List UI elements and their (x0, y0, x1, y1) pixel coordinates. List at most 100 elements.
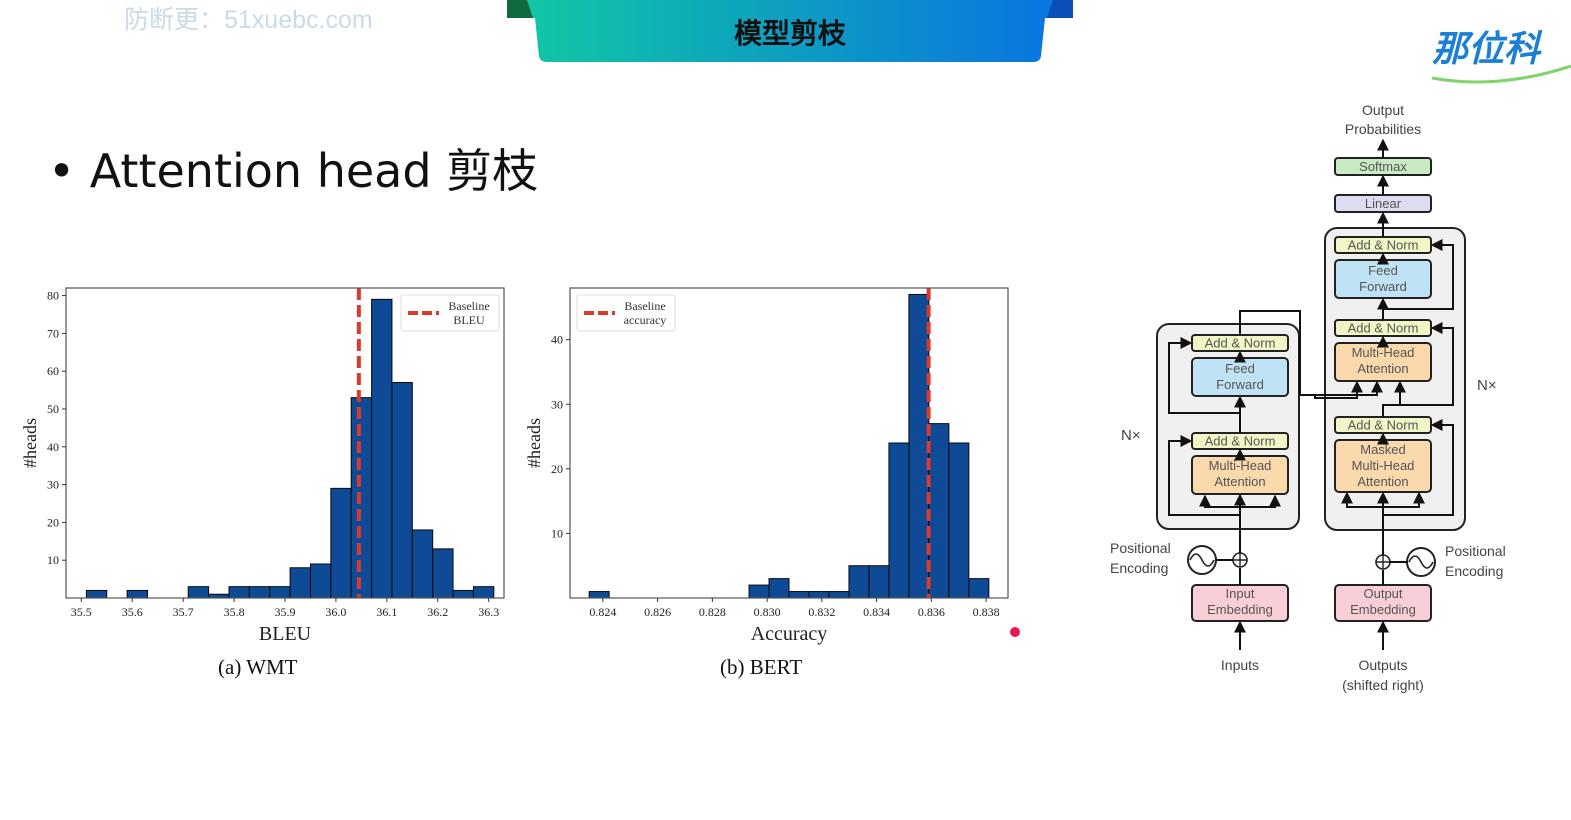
histogram-bar (828, 591, 850, 599)
output-probabilities-line2: Probabilities (1345, 121, 1421, 137)
masked-line1: Masked (1360, 442, 1406, 457)
x-tick-label: 0.834 (863, 605, 890, 619)
y-tick-label: 80 (47, 289, 59, 303)
histogram-bar (85, 589, 108, 599)
histogram-bar (868, 565, 890, 599)
x-tick-label: 0.830 (754, 605, 781, 619)
y-tick-label: 20 (551, 462, 563, 476)
histogram-bar (968, 578, 990, 599)
decoder-mha-line1: Multi-Head (1352, 345, 1415, 360)
legend-box (576, 294, 676, 332)
x-tick-label: 36.2 (427, 605, 448, 619)
connection-lines (1168, 138, 1454, 650)
watermark-text: 防断更：51xuebc.com (124, 6, 373, 34)
x-tick-label: 0.838 (973, 605, 1000, 619)
decoder-ff-line2: Forward (1359, 279, 1407, 294)
brand-logo: 那位科 (1432, 29, 1541, 70)
histogram-bar (788, 591, 810, 599)
encoder-block (1156, 323, 1300, 530)
legend-label-line1: Baseline (448, 299, 489, 313)
histogram-bar (289, 567, 311, 599)
output-probabilities-line1: Output (1362, 102, 1404, 118)
x-tick-label: 35.8 (224, 605, 245, 619)
bullet-point: • Attention head 剪枝 (48, 135, 538, 201)
encoder-nx-label: N× (1121, 427, 1141, 444)
histogram-bar (350, 397, 373, 599)
y-tick-label: 10 (551, 526, 563, 540)
caption-bert: (b) BERT (720, 655, 803, 679)
histogram-bar (848, 565, 870, 599)
legend-box (400, 294, 500, 332)
chart-wmt: 35.5 35.6 35.7 35.8 35.9 36.0 36.1 36.2 36.3 10 20… (20, 287, 505, 645)
decoder-add-norm-2-label: Add & Norm (1348, 321, 1419, 336)
enc-pos-encoding-line1: Positional (1110, 540, 1171, 556)
histogram-bar (126, 589, 148, 599)
histogram-bar (371, 298, 393, 599)
decoder-ff-line1: Feed (1368, 263, 1398, 278)
histogram-bar (269, 586, 291, 599)
x-tick-label: 0.828 (699, 605, 726, 619)
encoder-add-norm-bottom-label: Add & Norm (1205, 434, 1276, 449)
x-tick-label: 0.826 (644, 605, 671, 619)
histogram-bar (588, 591, 610, 599)
title-banner (507, 0, 1073, 62)
decoder-mha-line2: Attention (1357, 361, 1408, 376)
histogram-bar (411, 529, 434, 599)
y-tick-label: 60 (47, 364, 59, 378)
caption-wmt: (a) WMT (218, 655, 298, 679)
histogram-bar (309, 563, 332, 599)
decoder-add-norm-1-label: Add & Norm (1348, 238, 1419, 253)
y-axis-label: #heads (524, 418, 544, 468)
input-embedding-line2: Embedding (1207, 602, 1273, 617)
encoder-sine-wave-icon (1187, 545, 1217, 575)
output-embedding-line2: Embedding (1350, 602, 1416, 617)
x-axis-label: BLEU (259, 623, 312, 645)
x-axis-label: Accuracy (751, 623, 828, 645)
decoder-add-icon (1375, 554, 1391, 570)
histogram-bar (908, 293, 930, 599)
histogram-bar (330, 487, 352, 599)
histogram-bar (187, 586, 210, 599)
histogram-bar (432, 548, 454, 599)
histogram-bar (228, 586, 250, 599)
outputs-label-line2: (shifted right) (1342, 677, 1424, 693)
plot-frame (569, 287, 1009, 599)
y-tick-label: 40 (551, 333, 563, 347)
encoder-ff-line1: Feed (1225, 361, 1255, 376)
y-tick-label: 20 (47, 515, 59, 529)
bullet-dot-icon: • (48, 144, 90, 198)
x-tick-label: 36.1 (376, 605, 397, 619)
histogram-bar (948, 442, 970, 599)
linear-label: Linear (1365, 196, 1402, 211)
encoder-add-icon (1232, 552, 1248, 568)
encoder-add-norm-top-label: Add & Norm (1205, 336, 1276, 351)
encoder-mha-line2: Attention (1214, 474, 1265, 489)
y-tick-label: 40 (47, 440, 59, 454)
chart-bert: 0.824 0.826 0.828 0.830 0.832 0.834 0.836 0.838… (524, 287, 1009, 645)
dec-pos-encoding-line1: Positional (1445, 543, 1506, 559)
y-tick-label: 50 (47, 402, 59, 416)
histogram-bar (748, 584, 770, 599)
decoder-sine-wave-icon (1406, 547, 1436, 577)
y-axis-label: #heads (20, 418, 40, 468)
histogram-bar (928, 423, 950, 599)
x-tick-label: 0.832 (808, 605, 835, 619)
histogram-bar (452, 589, 474, 599)
histogram-bar (472, 586, 495, 599)
histogram-bar (768, 578, 790, 599)
histogram-bar (888, 442, 910, 599)
encoder-mha-line1: Multi-Head (1209, 458, 1272, 473)
output-embedding-line1: Output (1363, 586, 1402, 601)
pointer-dot-icon (1010, 627, 1020, 637)
x-tick-label: 35.9 (275, 605, 296, 619)
y-tick-label: 30 (551, 397, 563, 411)
inputs-label: Inputs (1221, 657, 1259, 673)
x-tick-label: 0.836 (918, 605, 945, 619)
y-tick-label: 70 (47, 326, 59, 340)
x-tick-label: 36.0 (325, 605, 346, 619)
x-tick-label: 35.5 (71, 605, 92, 619)
legend-label-line1: Baseline (624, 299, 665, 313)
y-tick-label: 30 (47, 478, 59, 492)
outputs-label-line1: Outputs (1358, 657, 1407, 673)
input-embedding-line1: Input (1226, 586, 1255, 601)
